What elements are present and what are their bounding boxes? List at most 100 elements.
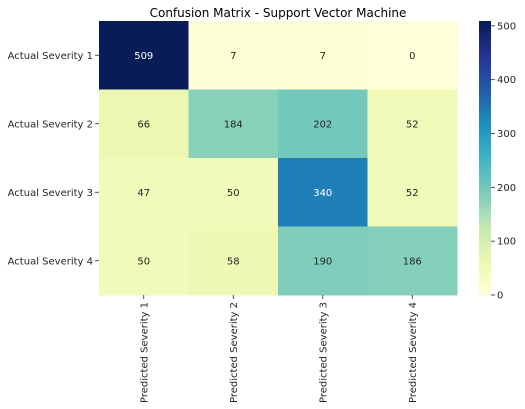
colorbar-segment — [479, 195, 491, 200]
colorbar-segment — [479, 274, 491, 279]
colorbar-segment — [479, 236, 491, 241]
cell-value-label: 0 — [409, 51, 415, 62]
colorbar-segment — [479, 137, 491, 142]
cell-value-label: 50 — [227, 188, 240, 199]
cell-value-label: 340 — [313, 188, 332, 199]
column-labels: Predicted Severity 1 Predicted Severity 2… — [139, 295, 419, 403]
x-tick-label: Predicted Severity 4 — [408, 302, 419, 403]
colorbar-segment — [479, 229, 491, 234]
heatmap-cell — [367, 21, 458, 90]
cell-value-label: 509 — [134, 51, 153, 62]
colorbar-segment — [479, 134, 491, 139]
colorbar-segment — [479, 257, 491, 262]
colorbar-segment — [479, 161, 491, 166]
colorbar-segment — [479, 55, 491, 60]
colorbar-segment — [479, 181, 491, 186]
cell-value-label: 184 — [224, 119, 243, 130]
colorbar-segment — [479, 151, 491, 156]
heatmap-cell — [278, 226, 368, 296]
heatmap-cell — [99, 158, 189, 227]
heatmap-cell — [278, 158, 368, 227]
colorbar-segment — [479, 110, 491, 115]
colorbar-tick-label: 500 — [497, 21, 516, 32]
colorbar-segment — [479, 178, 491, 183]
colorbar: 0 100 200 300 400 500 — [479, 21, 516, 302]
colorbar-segment — [479, 158, 491, 163]
colorbar-segment — [479, 260, 491, 265]
colorbar-segment — [479, 205, 491, 210]
colorbar-segment — [479, 277, 491, 282]
colorbar-segment — [479, 48, 491, 53]
x-tick-label: Predicted Severity 3 — [318, 302, 329, 403]
colorbar-segment — [479, 79, 491, 84]
colorbar-segment — [479, 175, 491, 180]
colorbar-segment — [479, 38, 491, 43]
colorbar-tick-label: 300 — [497, 129, 516, 140]
colorbar-segment — [479, 223, 491, 228]
colorbar-segment — [479, 58, 491, 63]
colorbar-segment — [479, 247, 491, 252]
colorbar-segment — [479, 140, 491, 145]
colorbar-segment — [479, 51, 491, 56]
y-tick-label: Actual Severity 3 — [8, 188, 93, 199]
colorbar-segment — [479, 154, 491, 159]
colorbar-segment — [479, 216, 491, 221]
cell-value-label: 58 — [227, 256, 240, 267]
colorbar-segment — [479, 41, 491, 46]
colorbar-segment — [479, 209, 491, 214]
y-tick-label: Actual Severity 1 — [8, 51, 93, 62]
heatmap-cell — [188, 21, 279, 90]
cell-value-label: 52 — [406, 119, 419, 130]
colorbar-segment — [479, 92, 491, 97]
x-tick-label: Predicted Severity 1 — [139, 302, 150, 403]
colorbar-segment — [479, 284, 491, 289]
colorbar-segment — [479, 168, 491, 173]
heatmap-cell — [99, 21, 189, 90]
colorbar-segment — [479, 188, 491, 193]
colorbar-segment — [479, 144, 491, 149]
heatmap-cell — [99, 89, 189, 159]
cell-value-label: 47 — [137, 188, 150, 199]
cell-value-label: 66 — [137, 119, 150, 130]
colorbar-segment — [479, 250, 491, 255]
cell-value-label: 7 — [320, 51, 326, 62]
colorbar-segment — [479, 264, 491, 269]
y-tick-label: Actual Severity 4 — [8, 256, 93, 267]
colorbar-tick-label: 400 — [497, 75, 516, 86]
heatmap-cells: 509 7 7 0 66 184 202 52 47 50 340 52 50 58 190 186 — [99, 21, 458, 296]
colorbar-segment — [479, 253, 491, 258]
colorbar-segment — [479, 267, 491, 272]
colorbar-segment — [479, 96, 491, 101]
colorbar-segment — [479, 120, 491, 125]
colorbar-segment — [479, 185, 491, 190]
colorbar-segment — [479, 86, 491, 91]
colorbar-segment — [479, 291, 491, 296]
colorbar-segment — [479, 68, 491, 73]
heatmap-cell — [278, 21, 368, 90]
colorbar-segment — [479, 62, 491, 67]
colorbar-segment — [479, 240, 491, 245]
colorbar-segment — [479, 113, 491, 118]
x-tick-label: Predicted Severity 2 — [229, 302, 240, 403]
colorbar-segment — [479, 127, 491, 132]
colorbar-segment — [479, 82, 491, 87]
heatmap-cell — [99, 226, 189, 296]
colorbar-segment — [479, 212, 491, 217]
colorbar-segment — [479, 34, 491, 39]
colorbar-segment — [479, 233, 491, 238]
colorbar-segment — [479, 199, 491, 204]
chart-title: Confusion Matrix - Support Vector Machin… — [150, 6, 407, 20]
colorbar-segment — [479, 65, 491, 70]
heatmap-cell — [188, 226, 279, 296]
heatmap-cell — [188, 89, 279, 159]
heatmap-cell — [188, 158, 279, 227]
colorbar-segment — [479, 27, 491, 32]
heatmap-cell — [367, 89, 458, 159]
cell-value-label: 186 — [403, 256, 422, 267]
colorbar-segment — [479, 103, 491, 108]
colorbar-segment — [479, 226, 491, 231]
colorbar-segment — [479, 219, 491, 224]
colorbar-segment — [479, 288, 491, 293]
